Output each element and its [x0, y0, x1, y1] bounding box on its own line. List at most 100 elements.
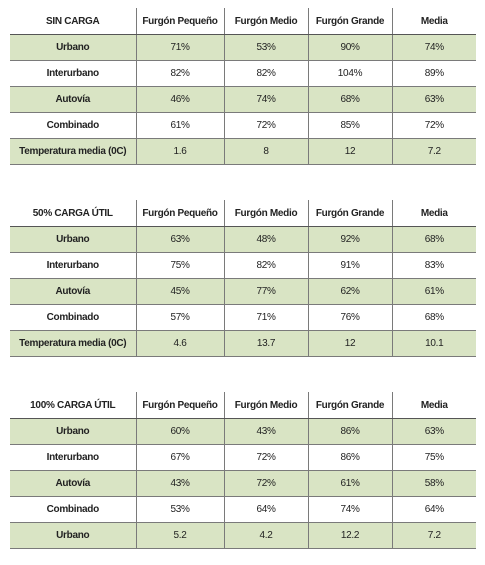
cell: 68%: [307, 86, 392, 113]
cell: 57%: [135, 304, 224, 331]
cell: 61%: [135, 112, 224, 139]
cell: 63%: [391, 418, 476, 445]
cell: 82%: [223, 60, 308, 87]
row-label: Temperatura media (0C): [10, 138, 136, 165]
column-header: Furgón Pequeño: [135, 200, 224, 227]
cell: 82%: [223, 252, 308, 279]
cell: 53%: [135, 496, 224, 523]
row-label: Urbano: [10, 226, 136, 253]
row-label: Autovía: [10, 86, 136, 113]
cell: 12: [307, 330, 392, 357]
cell: 91%: [307, 252, 392, 279]
cell: 4.2: [223, 522, 308, 549]
table-row: Interurbano 82% 82% 104% 89%: [10, 60, 476, 87]
column-header: Furgón Medio: [223, 392, 308, 419]
table-row: Interurbano 75% 82% 91% 83%: [10, 252, 476, 279]
row-label: Autovía: [10, 278, 136, 305]
cell: 92%: [307, 226, 392, 253]
row-label: Combinado: [10, 112, 136, 139]
cell: 89%: [391, 60, 476, 87]
cell: 72%: [223, 444, 308, 471]
cell: 12.2: [307, 522, 392, 549]
row-label: Interurbano: [10, 60, 136, 87]
column-header: Furgón Grande: [307, 392, 392, 419]
table-row: Combinado 53% 64% 74% 64%: [10, 496, 476, 523]
table-row: Autovía 45% 77% 62% 61%: [10, 278, 476, 305]
data-table: 50% CARGA ÚTIL Furgón Pequeño Furgón Medio…: [10, 200, 476, 357]
data-table: 100% CARGA ÚTIL Furgón Pequeño Furgón Medi…: [10, 392, 476, 549]
cell: 53%: [223, 34, 308, 61]
cell: 58%: [391, 470, 476, 497]
cell: 10.1: [391, 330, 476, 357]
column-header: Furgón Pequeño: [135, 392, 224, 419]
table-row: Temperatura media (0C) 4.6 13.7 12 10.1: [10, 330, 476, 357]
cell: 82%: [135, 60, 224, 87]
table-row: Autovía 46% 74% 68% 63%: [10, 86, 476, 113]
cell: 46%: [135, 86, 224, 113]
row-label: Urbano: [10, 34, 136, 61]
cell: 74%: [307, 496, 392, 523]
cell: 68%: [391, 226, 476, 253]
cell: 64%: [223, 496, 308, 523]
cell: 67%: [135, 444, 224, 471]
cell: 72%: [391, 112, 476, 139]
cell: 61%: [307, 470, 392, 497]
table-row: Temperatura media (0C) 1.6 8 12 7.2: [10, 138, 476, 165]
table-row: Urbano 60% 43% 86% 63%: [10, 418, 476, 445]
header-row: 100% CARGA ÚTIL Furgón Pequeño Furgón Medi…: [10, 392, 476, 419]
cell: 48%: [223, 226, 308, 253]
cell: 72%: [223, 112, 308, 139]
cell: 71%: [223, 304, 308, 331]
cell: 86%: [307, 444, 392, 471]
column-header: Furgón Grande: [307, 8, 392, 35]
cell: 68%: [391, 304, 476, 331]
cell: 63%: [391, 86, 476, 113]
cell: 4.6: [135, 330, 224, 357]
cell: 90%: [307, 34, 392, 61]
row-label: Urbano: [10, 418, 136, 445]
table-title: 100% CARGA ÚTIL: [10, 392, 136, 419]
cell: 104%: [307, 60, 392, 87]
header-row: SIN CARGA Furgón Pequeño Furgón Medio Furgó…: [10, 8, 476, 35]
table-row: Urbano 71% 53% 90% 74%: [10, 34, 476, 61]
row-label: Urbano: [10, 522, 136, 549]
cell: 72%: [223, 470, 308, 497]
cell: 85%: [307, 112, 392, 139]
row-label: Combinado: [10, 496, 136, 523]
cell: 8: [223, 138, 308, 165]
column-header: Furgón Medio: [223, 200, 308, 227]
cell: 77%: [223, 278, 308, 305]
column-header: Furgón Medio: [223, 8, 308, 35]
table-row: Combinado 57% 71% 76% 68%: [10, 304, 476, 331]
cell: 61%: [391, 278, 476, 305]
cell: 62%: [307, 278, 392, 305]
column-header: Media: [391, 8, 476, 35]
cell: 7.2: [391, 138, 476, 165]
table-row: Urbano 63% 48% 92% 68%: [10, 226, 476, 253]
table-row: Autovía 43% 72% 61% 58%: [10, 470, 476, 497]
cell: 5.2: [135, 522, 224, 549]
table-row: Urbano 5.2 4.2 12.2 7.2: [10, 522, 476, 549]
column-header: Media: [391, 392, 476, 419]
header-row: 50% CARGA ÚTIL Furgón Pequeño Furgón Medio…: [10, 200, 476, 227]
cell: 12: [307, 138, 392, 165]
table-row: Interurbano 67% 72% 86% 75%: [10, 444, 476, 471]
data-table: SIN CARGA Furgón Pequeño Furgón Medio Furgó…: [10, 8, 476, 165]
cell: 13.7: [223, 330, 308, 357]
cell: 83%: [391, 252, 476, 279]
row-label: Interurbano: [10, 444, 136, 471]
table-title: 50% CARGA ÚTIL: [10, 200, 136, 227]
cell: 86%: [307, 418, 392, 445]
table-title: SIN CARGA: [10, 8, 136, 35]
cell: 43%: [223, 418, 308, 445]
cell: 74%: [391, 34, 476, 61]
row-label: Temperatura media (0C): [10, 330, 136, 357]
cell: 45%: [135, 278, 224, 305]
cell: 74%: [223, 86, 308, 113]
cell: 64%: [391, 496, 476, 523]
cell: 60%: [135, 418, 224, 445]
cell: 75%: [391, 444, 476, 471]
column-header: Media: [391, 200, 476, 227]
cell: 75%: [135, 252, 224, 279]
